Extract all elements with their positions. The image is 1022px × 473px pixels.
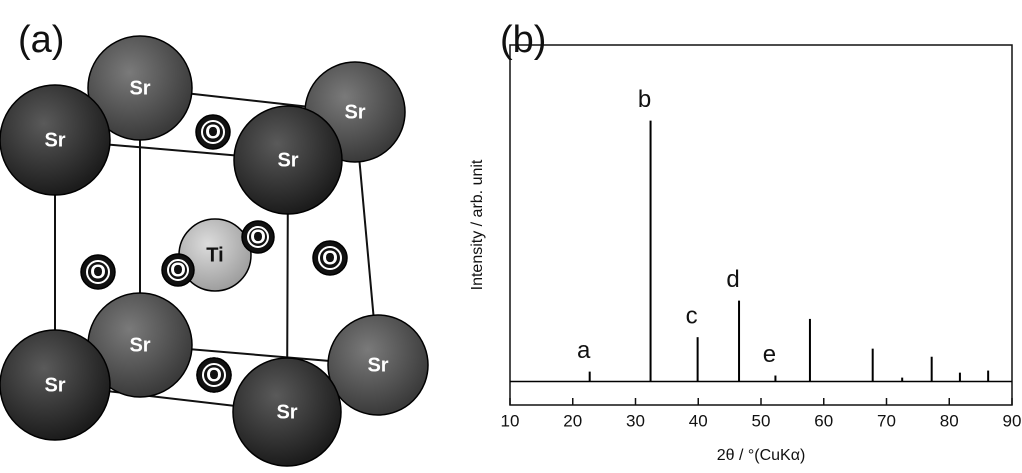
- figure: SrSrOSrSrOOTiOOOSrSrOSrSr (a) (b) 102030…: [0, 0, 1022, 468]
- peak-label: c: [686, 303, 698, 330]
- atoms: SrSrOSrSrOOTiOOOSrSrOSrSr: [0, 36, 428, 466]
- x-tick-label: 60: [814, 411, 833, 430]
- atom-label: Ti: [206, 244, 223, 266]
- chart: 10 20 30 40 50 60 70 80 90 2θ / °(CuKα) Intensity …: [469, 45, 1021, 464]
- atom-label: Sr: [129, 334, 150, 356]
- peak-label: b: [638, 86, 651, 113]
- atom-label: O: [205, 121, 221, 143]
- atom-label: O: [250, 226, 266, 248]
- x-tick-label: 90: [1003, 411, 1022, 430]
- x-tick-label: 80: [940, 411, 959, 430]
- x-tick-label: 20: [563, 411, 582, 430]
- y-axis-title: Intensity / arb. unit: [469, 159, 486, 290]
- atom-label: O: [90, 261, 106, 283]
- atom-label: O: [170, 259, 186, 281]
- x-tick-label: 50: [752, 411, 771, 430]
- peak-label: e: [763, 341, 776, 368]
- atom-label: Sr: [277, 149, 298, 171]
- atom-label: Sr: [344, 101, 365, 123]
- atom-label: O: [206, 364, 222, 386]
- atom-label: Sr: [44, 374, 65, 396]
- x-axis-title: 2θ / °(CuKα): [717, 447, 806, 464]
- atom-label: Sr: [44, 129, 65, 151]
- x-tick-label: 30: [626, 411, 645, 430]
- atom-label: O: [322, 247, 338, 269]
- atom-label: Sr: [367, 354, 388, 376]
- x-tick-label: 40: [689, 411, 708, 430]
- panel-label: (a): [18, 19, 64, 61]
- x-tick-label: 70: [877, 411, 896, 430]
- peak-label: a: [577, 337, 591, 364]
- chart-title: (b): [500, 19, 546, 61]
- atom-label: Sr: [129, 77, 150, 99]
- peak-label: d: [726, 266, 739, 293]
- atom-label: Sr: [276, 401, 297, 423]
- x-tick-label: 10: [501, 411, 520, 430]
